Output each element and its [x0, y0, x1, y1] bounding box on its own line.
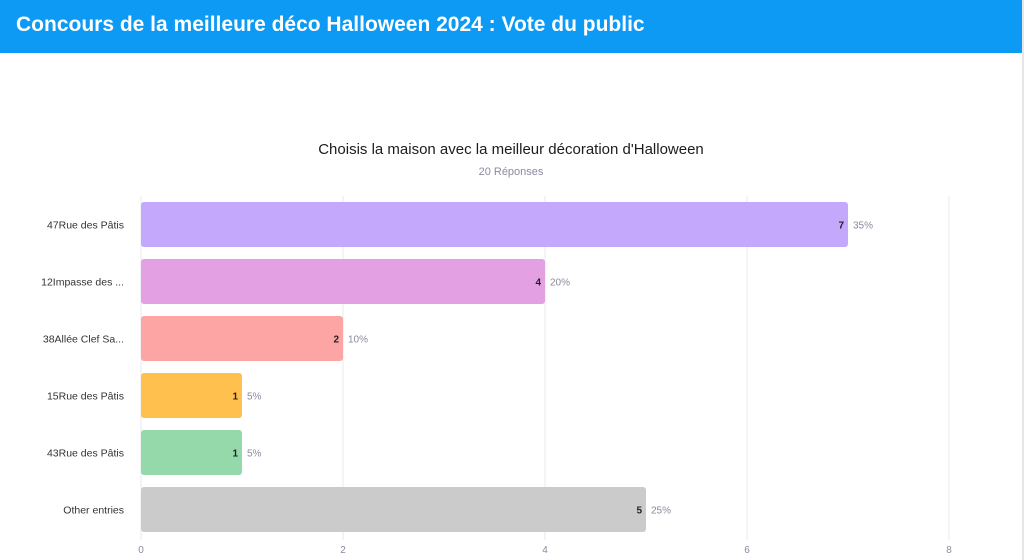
bar [141, 487, 646, 532]
bar-percent-label: 5% [247, 449, 262, 460]
category-label: 15Rue des Pâtis [47, 391, 124, 403]
bar-value-label: 1 [232, 392, 238, 403]
x-tick-label: 8 [946, 545, 952, 556]
bar [141, 202, 848, 247]
bar-value-label: 7 [838, 221, 844, 232]
category-label: 47Rue des Pâtis [47, 220, 124, 232]
x-tick-label: 4 [542, 545, 548, 556]
bar-value-label: 5 [636, 506, 642, 517]
bar-percent-label: 20% [550, 278, 570, 289]
bar [141, 259, 545, 304]
page-title: Concours de la meilleure déco Halloween … [16, 13, 645, 36]
bar [141, 316, 343, 361]
bar [141, 373, 242, 418]
category-label: Other entries [63, 505, 124, 517]
category-label: 43Rue des Pâtis [47, 448, 124, 460]
bar [141, 430, 242, 475]
category-label: 38Allée Clef Sa... [43, 334, 124, 346]
bar-percent-label: 25% [651, 506, 671, 517]
bar-percent-label: 35% [853, 221, 873, 232]
x-tick-label: 0 [138, 545, 144, 556]
category-label: 12Impasse des ... [41, 277, 124, 289]
x-tick-label: 2 [340, 545, 346, 556]
bar-value-label: 2 [333, 335, 339, 346]
bar-percent-label: 10% [348, 335, 368, 346]
header-bar: Concours de la meilleure déco Halloween … [0, 0, 1022, 53]
response-count: 20 Réponses [478, 166, 544, 178]
bar-percent-label: 5% [247, 392, 262, 403]
chart-title: Choisis la maison avec la meilleur décor… [318, 141, 704, 158]
bar-value-label: 4 [535, 278, 541, 289]
x-tick-label: 6 [744, 545, 750, 556]
bar-value-label: 1 [232, 449, 238, 460]
